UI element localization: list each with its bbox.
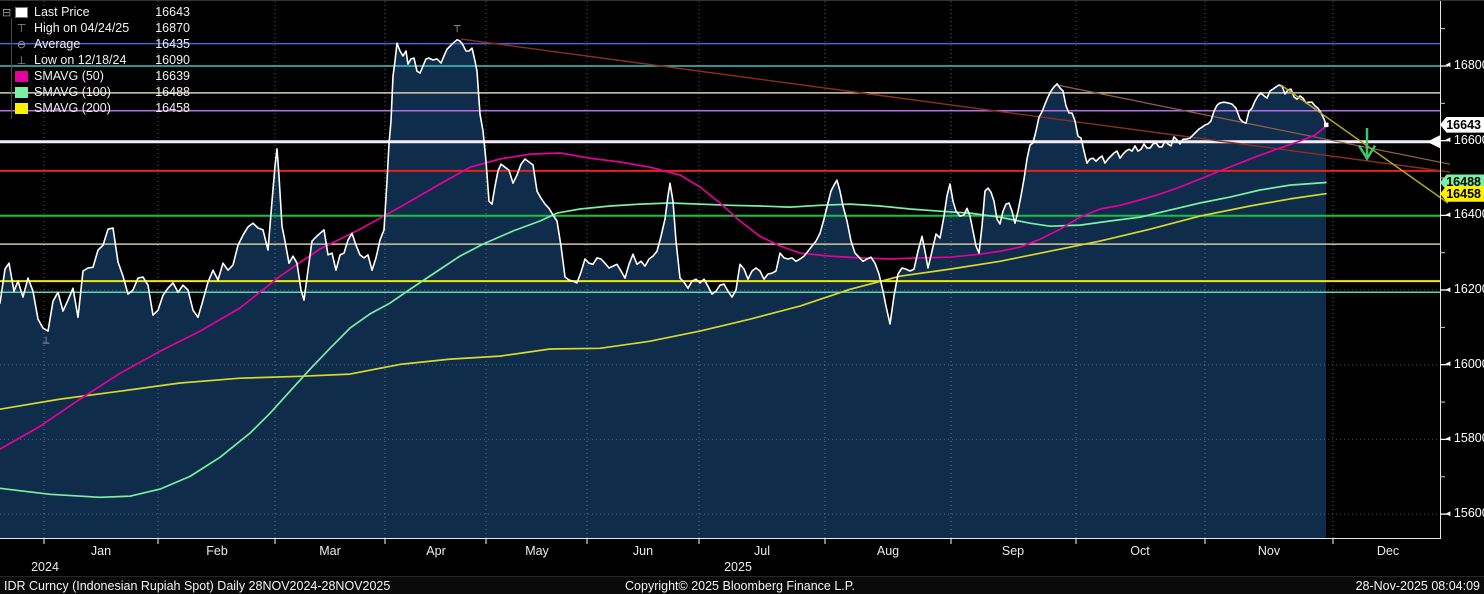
y-axis-label[interactable]: ◄15800 — [1444, 431, 1484, 445]
low-marker-icon: ⊥ — [16, 53, 27, 67]
tick-value: 16600 — [1453, 132, 1484, 147]
last-price-swatch-icon — [15, 6, 28, 18]
legend-value: 16435 — [155, 37, 190, 51]
low-point-marker: ┴ — [42, 336, 50, 350]
tick-value: 16400 — [1453, 207, 1484, 222]
tick-value: 15800 — [1453, 431, 1484, 446]
tick-value: 15600 — [1453, 506, 1484, 521]
x-axis-month-label[interactable]: Feb — [206, 544, 228, 558]
trend-line[interactable] — [1056, 84, 1451, 165]
x-axis-month-label[interactable]: Mar — [319, 544, 341, 558]
last-price-dot — [1324, 122, 1329, 128]
legend-label: SMAVG (50) — [34, 69, 104, 83]
level-arrow-icon — [1427, 135, 1440, 149]
legend-value: 16639 — [155, 69, 190, 83]
price-area-fill — [0, 39, 1326, 540]
tick-value: 16000 — [1453, 356, 1484, 371]
legend-row-low[interactable]: ⊥ Low on 12/18/24 16090 — [2, 52, 190, 68]
timestamp: 28-Nov-2025 08:04:09 — [1355, 579, 1480, 593]
smavg100-swatch-icon — [15, 86, 28, 98]
legend-label: SMAVG (200) — [34, 101, 111, 115]
y-axis-label[interactable]: ◄16000 — [1444, 357, 1484, 371]
x-axis-month-label[interactable]: Oct — [1130, 544, 1150, 558]
legend-tree-line — [11, 18, 12, 119]
legend-row-last-price[interactable]: ⊟ Last Price 16643 — [2, 4, 190, 20]
tick-arrow-icon: ◄ — [1444, 508, 1452, 518]
legend-row-smavg200[interactable]: SMAVG (200) 16458 — [2, 100, 190, 116]
down-arrow-head-icon — [1357, 144, 1377, 161]
legend-label: High on 04/24/25 — [34, 21, 130, 35]
copyright-text: Copyright© 2025 Bloomberg Finance L.P. — [625, 579, 855, 593]
legend-expander-icon[interactable]: ⊟ — [2, 5, 12, 19]
legend-row-average[interactable]: ⊖ Average 16435 — [2, 36, 190, 52]
legend-label: Low on 12/18/24 — [34, 53, 127, 67]
legend-label: SMAVG (100) — [34, 85, 111, 99]
tick-value: 16800 — [1453, 57, 1484, 72]
y-axis-label[interactable]: ◄16400 — [1444, 207, 1484, 221]
x-axis-month-label[interactable]: Nov — [1257, 544, 1281, 558]
legend-row-high[interactable]: ⊤ High on 04/24/25 16870 — [2, 20, 190, 36]
legend-value: 16870 — [155, 21, 190, 35]
x-axis-month-label[interactable]: May — [525, 544, 549, 558]
x-axis-month-label[interactable]: Jun — [632, 544, 654, 558]
series-last-price — [0, 38, 1327, 332]
legend-row-smavg50[interactable]: SMAVG (50) 16639 — [2, 68, 190, 84]
legend-label: Average — [34, 37, 81, 51]
trend-line[interactable] — [460, 38, 1451, 173]
status-bar: IDR Curncy (Indonesian Rupiah Spot) Dail… — [0, 576, 1484, 594]
high-point-marker: ┬ — [453, 19, 461, 32]
x-axis-month-label[interactable]: Aug — [876, 544, 900, 558]
chart-description: IDR Curncy (Indonesian Rupiah Spot) Dail… — [4, 579, 391, 593]
legend-row-smavg100[interactable]: SMAVG (100) 16488 — [2, 84, 190, 100]
x-axis-month-label[interactable]: Apr — [426, 544, 446, 558]
price-badge: 16643 — [1440, 116, 1484, 133]
legend-value: 16458 — [155, 101, 190, 115]
x-axis-month-label[interactable]: Dec — [1376, 544, 1400, 558]
legend-value: 16488 — [155, 85, 190, 99]
average-marker-icon: ⊖ — [16, 37, 27, 51]
series-smavg-100- — [0, 181, 1327, 499]
tick-arrow-icon: ◄ — [1444, 284, 1452, 294]
x-axis-month-label[interactable]: Jan — [90, 544, 112, 558]
legend-label: Last Price — [34, 5, 90, 19]
smavg50-swatch-icon — [15, 70, 28, 82]
legend-value: 16643 — [155, 5, 190, 19]
y-axis-label[interactable]: ◄16800 — [1444, 58, 1484, 72]
y-axis-label[interactable]: ◄16600 — [1444, 133, 1484, 147]
series-smavg-200- — [0, 192, 1327, 411]
x-axis-month-label[interactable]: Sep — [1001, 544, 1025, 558]
tick-value: 16200 — [1453, 282, 1484, 297]
tick-arrow-icon: ◄ — [1444, 135, 1452, 145]
tick-arrow-icon: ◄ — [1444, 209, 1452, 219]
x-axis-year-label: 2024 — [31, 560, 59, 574]
price-badge: 16458 — [1440, 185, 1484, 202]
y-axis-label[interactable]: ◄15600 — [1444, 506, 1484, 520]
legend-value: 16090 — [155, 53, 190, 67]
chart-legend: ⊟ Last Price 16643 ⊤ High on 04/24/25 16… — [2, 4, 190, 119]
smavg200-swatch-icon — [15, 102, 28, 114]
x-axis-month-label[interactable]: Jul — [754, 544, 770, 558]
trend-line[interactable] — [1280, 84, 1449, 204]
x-axis-year-label: 2025 — [724, 560, 752, 574]
tick-arrow-icon: ◄ — [1444, 359, 1452, 369]
tick-arrow-icon: ◄ — [1444, 60, 1452, 70]
y-axis-label[interactable]: ◄16200 — [1444, 282, 1484, 296]
tick-arrow-icon: ◄ — [1444, 433, 1452, 443]
high-marker-icon: ⊤ — [16, 21, 27, 35]
